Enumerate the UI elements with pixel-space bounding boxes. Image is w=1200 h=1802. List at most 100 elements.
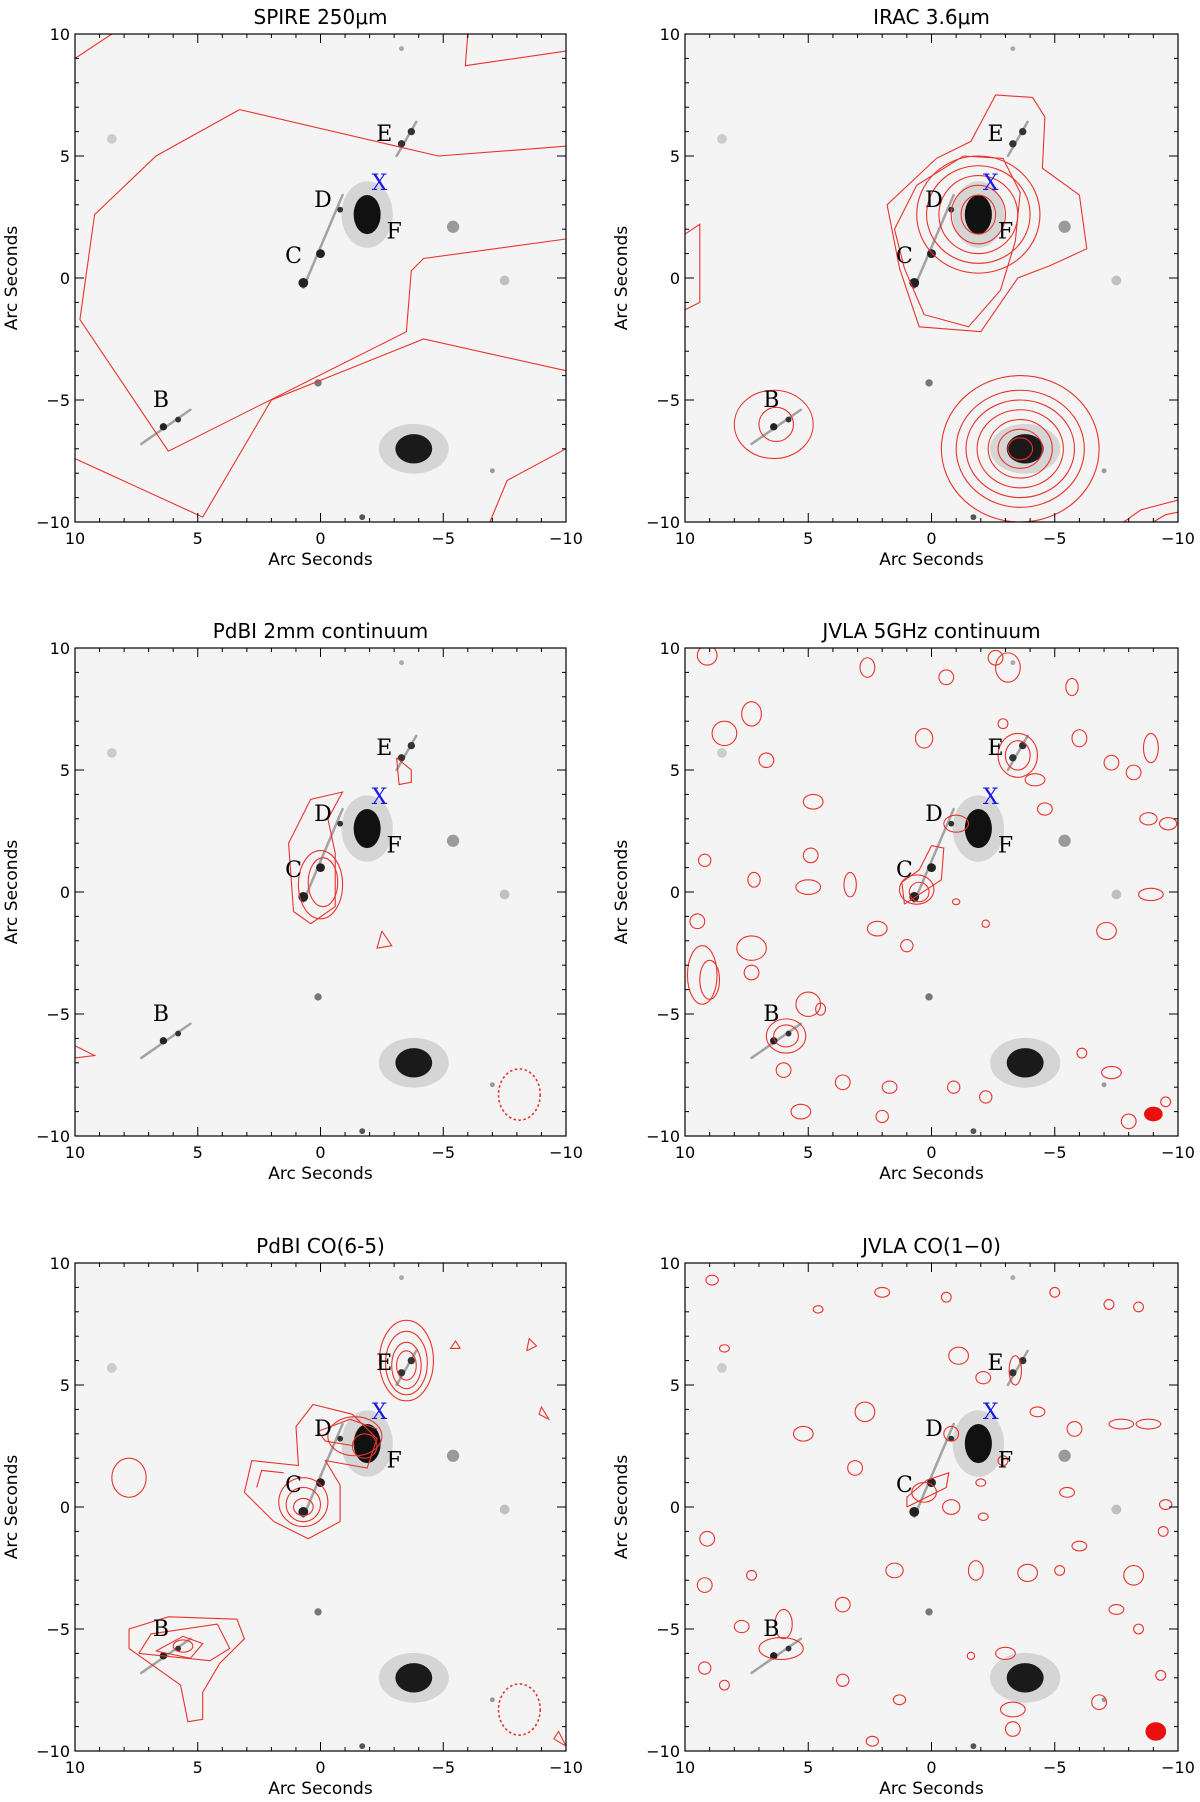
galaxy <box>1058 220 1071 233</box>
y-axis-label: Arc Seconds <box>612 1455 632 1560</box>
y-tick-label: −10 <box>36 513 70 532</box>
y-tick-label: −10 <box>36 1127 70 1146</box>
y-tick-label: 0 <box>670 883 680 902</box>
contour <box>975 1371 992 1385</box>
contour <box>1108 1604 1125 1615</box>
contour <box>773 1024 799 1048</box>
panel-title: PdBI CO(6-5) <box>256 1234 385 1258</box>
contour <box>1157 1525 1169 1537</box>
optical-image <box>717 660 1122 1135</box>
contour <box>955 389 1085 508</box>
galaxy <box>1058 1449 1071 1462</box>
galaxy <box>1009 1369 1017 1377</box>
contour <box>1133 1301 1145 1313</box>
contour <box>1160 1096 1172 1108</box>
y-axis-label: Arc Seconds <box>2 840 22 945</box>
contour <box>802 847 819 864</box>
source-label-e: E <box>376 736 392 761</box>
galaxy <box>499 1504 510 1515</box>
galaxy <box>399 660 404 666</box>
x-tick-label: 0 <box>315 1143 325 1162</box>
y-tick-label: −5 <box>46 1005 70 1024</box>
galaxy <box>1006 1663 1044 1693</box>
contour <box>1153 511 1178 522</box>
x-tick-label: −10 <box>549 1758 583 1777</box>
contour <box>489 448 566 522</box>
galaxy <box>359 1743 366 1750</box>
galaxy <box>407 741 416 750</box>
galaxy <box>1009 140 1017 148</box>
galaxy <box>1111 1504 1122 1515</box>
galaxy <box>948 820 955 827</box>
galaxy <box>1019 127 1027 136</box>
x-axis-label: Arc Seconds <box>879 1779 984 1799</box>
contour <box>997 718 1009 730</box>
source-label-c: C <box>896 1473 913 1498</box>
x-tick-label: −5 <box>431 1758 455 1777</box>
source-label-x: X <box>983 171 999 196</box>
galaxy <box>770 1652 778 1660</box>
lensed-arc <box>302 193 344 290</box>
contour <box>698 1661 712 1675</box>
galaxy <box>925 1608 933 1616</box>
source-label-b: B <box>763 1002 779 1027</box>
x-tick-label: 5 <box>193 529 203 548</box>
contour <box>1071 729 1088 748</box>
contour <box>898 874 935 905</box>
galaxy <box>717 748 727 758</box>
optical-image <box>717 46 1122 521</box>
contour <box>792 1425 814 1442</box>
galaxy <box>785 1030 792 1037</box>
contours <box>111 1319 566 1747</box>
contour <box>950 184 1007 245</box>
contour <box>836 1673 850 1687</box>
source-label-e: E <box>376 122 392 147</box>
contour <box>859 657 876 678</box>
galaxy <box>964 809 992 849</box>
contour <box>885 1562 904 1579</box>
contour <box>765 1018 807 1054</box>
galaxy <box>770 423 778 431</box>
contour <box>396 757 412 786</box>
x-tick-label: −10 <box>1161 1758 1195 1777</box>
contours <box>696 1274 1173 1747</box>
contour <box>1036 802 1053 816</box>
beam-outline <box>497 1683 542 1736</box>
contour <box>239 109 566 157</box>
source-label-b: B <box>763 388 779 413</box>
x-tick-label: 10 <box>675 1143 695 1162</box>
contour <box>138 1623 231 1662</box>
contour <box>1135 1418 1162 1430</box>
galaxy <box>337 206 344 213</box>
contour <box>847 1460 864 1476</box>
contour <box>292 1497 314 1517</box>
contour <box>802 793 824 810</box>
contour <box>976 409 1064 489</box>
galaxy <box>175 1030 182 1037</box>
y-tick-label: 10 <box>660 1254 680 1273</box>
contour <box>1133 1623 1145 1635</box>
galaxy <box>359 1128 366 1135</box>
lensed-arc <box>912 807 955 904</box>
y-tick-label: 5 <box>60 147 70 166</box>
x-tick-label: 10 <box>65 529 85 548</box>
source-label-f: F <box>998 220 1013 245</box>
lensed-arc <box>395 734 418 772</box>
contour <box>914 727 934 749</box>
y-tick-label: 5 <box>670 761 680 780</box>
contour <box>960 194 997 235</box>
x-tick-label: −5 <box>431 529 455 548</box>
contour <box>75 1045 97 1059</box>
contour <box>553 1730 566 1747</box>
contour <box>995 652 1021 683</box>
y-axis-label: Arc Seconds <box>2 1455 22 1560</box>
contour <box>1054 1565 1066 1576</box>
y-tick-label: −5 <box>656 1620 680 1639</box>
galaxy <box>159 423 168 431</box>
x-axis-label: Arc Seconds <box>268 1779 373 1799</box>
galaxy <box>314 1608 322 1616</box>
contours <box>686 648 1178 1130</box>
galaxy <box>925 379 933 387</box>
source-label-e: E <box>988 122 1004 147</box>
